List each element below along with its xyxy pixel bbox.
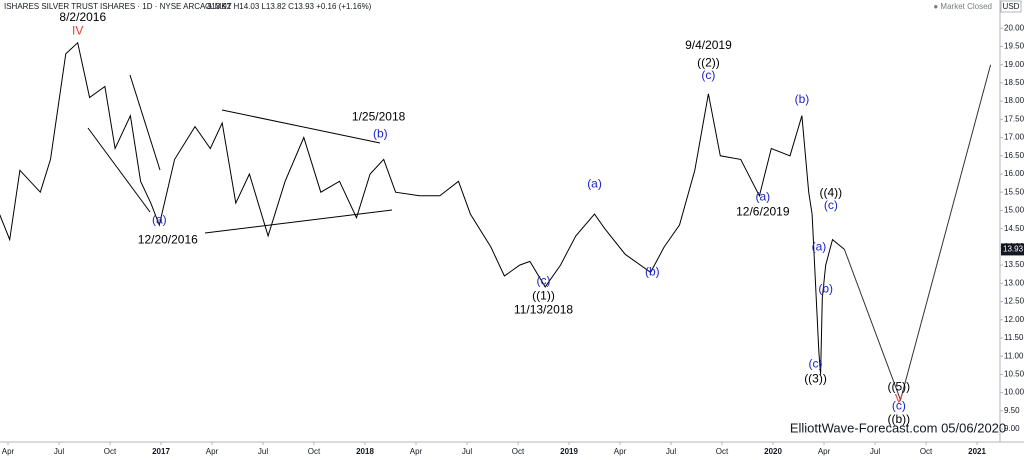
last-price-label: 13.93	[1003, 245, 1024, 254]
wave-label: ((1))	[532, 289, 555, 303]
y-tick-label: 12.00	[1004, 315, 1024, 324]
x-tick-label: Apr	[2, 447, 15, 456]
wave-label: ((2))	[697, 55, 720, 69]
x-tick-label: 2020	[764, 447, 782, 456]
x-tick-label: 2018	[356, 447, 374, 456]
y-tick-label: 12.50	[1004, 297, 1024, 306]
y-tick-label: 19.50	[1004, 42, 1024, 51]
wave-label: (b)	[818, 281, 833, 295]
projection-line	[843, 64, 992, 402]
x-tick-label: Jul	[870, 447, 880, 456]
wave-label: 12/20/2016	[138, 232, 198, 246]
x-tick-label: Oct	[920, 447, 933, 456]
x-tick-label: Jul	[462, 447, 472, 456]
x-tick-label: 2019	[560, 447, 578, 456]
wave-label: ((3))	[804, 372, 827, 386]
y-tick-label: 17.00	[1004, 133, 1024, 142]
y-tick-label: 18.50	[1004, 78, 1024, 87]
y-tick-label: 11.50	[1004, 333, 1024, 342]
wave-label: ((5))	[888, 380, 911, 394]
wave-label: 11/13/2018	[514, 302, 573, 316]
y-tick-label: 9.50	[1004, 406, 1020, 415]
last-price-box	[1001, 243, 1024, 256]
currency: USD	[1003, 2, 1020, 11]
y-tick-label: 11.00	[1004, 351, 1024, 360]
currency-box	[1000, 0, 1022, 13]
x-tick-label: 2021	[968, 447, 986, 456]
wave-label: (c)	[824, 198, 838, 212]
wave-label: 8/2/2016	[59, 10, 106, 24]
trendline	[204, 209, 393, 234]
wave-label: V	[895, 392, 903, 406]
wave-label: (c)	[537, 273, 551, 287]
wave-label: (b)	[645, 265, 660, 279]
y-tick-label: 9.00	[1004, 424, 1020, 433]
wave-label: (a)	[812, 239, 827, 253]
y-tick-label: 18.00	[1004, 96, 1024, 105]
wave-label: (b)	[795, 92, 810, 106]
wave-label: 9/4/2019	[685, 38, 732, 52]
wave-label: (a)	[755, 189, 770, 203]
chart-title: ISHARES SILVER TRUST ISHARES · 1D · NYSE…	[4, 2, 232, 11]
y-tick-label: 16.00	[1004, 169, 1024, 178]
y-tick-label: 10.00	[1004, 388, 1024, 397]
y-tick-label: 13.00	[1004, 278, 1024, 287]
ohlc-readout: O13.92 H14.03 L13.82 C13.93 +0.16 (+1.16…	[205, 2, 372, 11]
watermark: ElliottWave-Forecast.com 05/06/2020	[790, 420, 1006, 435]
wave-label: 12/6/2019	[736, 204, 790, 218]
wave-label: (c)	[701, 68, 715, 82]
x-tick-label: Jul	[258, 447, 268, 456]
y-tick-label: 20.00	[1004, 23, 1024, 32]
y-tick-label: 15.00	[1004, 206, 1024, 215]
x-tick-label: Oct	[512, 447, 525, 456]
trendline	[87, 127, 151, 213]
y-tick-label: 15.50	[1004, 187, 1024, 196]
wave-label: 1/25/2018	[352, 109, 406, 123]
x-tick-label: Apr	[818, 447, 831, 456]
trendline	[221, 109, 381, 144]
x-tick-label: Oct	[308, 447, 321, 456]
price-line	[0, 41, 845, 375]
wave-label: (c)	[809, 357, 823, 371]
wave-label: ((4))	[820, 185, 843, 199]
x-tick-label: Apr	[206, 447, 219, 456]
y-tick-label: 16.50	[1004, 151, 1024, 160]
wave-label: (c)	[892, 399, 906, 413]
wave-label: IV	[72, 23, 83, 37]
x-tick-label: Apr	[410, 447, 423, 456]
y-tick-label: 13.50	[1004, 260, 1024, 269]
x-tick-label: 2017	[152, 447, 170, 456]
x-tick-label: Jul	[54, 447, 64, 456]
x-tick-label: Apr	[614, 447, 627, 456]
wave-label: (a)	[587, 176, 602, 190]
x-tick-label: Oct	[716, 447, 729, 456]
y-tick-label: 17.50	[1004, 114, 1024, 123]
x-tick-label: Oct	[104, 447, 117, 456]
y-tick-label: 19.00	[1004, 60, 1024, 69]
wave-label: ((b))	[888, 412, 911, 426]
market-status: ● Market Closed	[933, 2, 992, 11]
wave-label: (a)	[152, 212, 167, 226]
trendline	[129, 74, 161, 171]
x-tick-label: Jul	[666, 447, 676, 456]
y-tick-label: 14.50	[1004, 224, 1024, 233]
wave-label: (b)	[373, 126, 388, 140]
y-tick-label: 10.50	[1004, 370, 1024, 379]
